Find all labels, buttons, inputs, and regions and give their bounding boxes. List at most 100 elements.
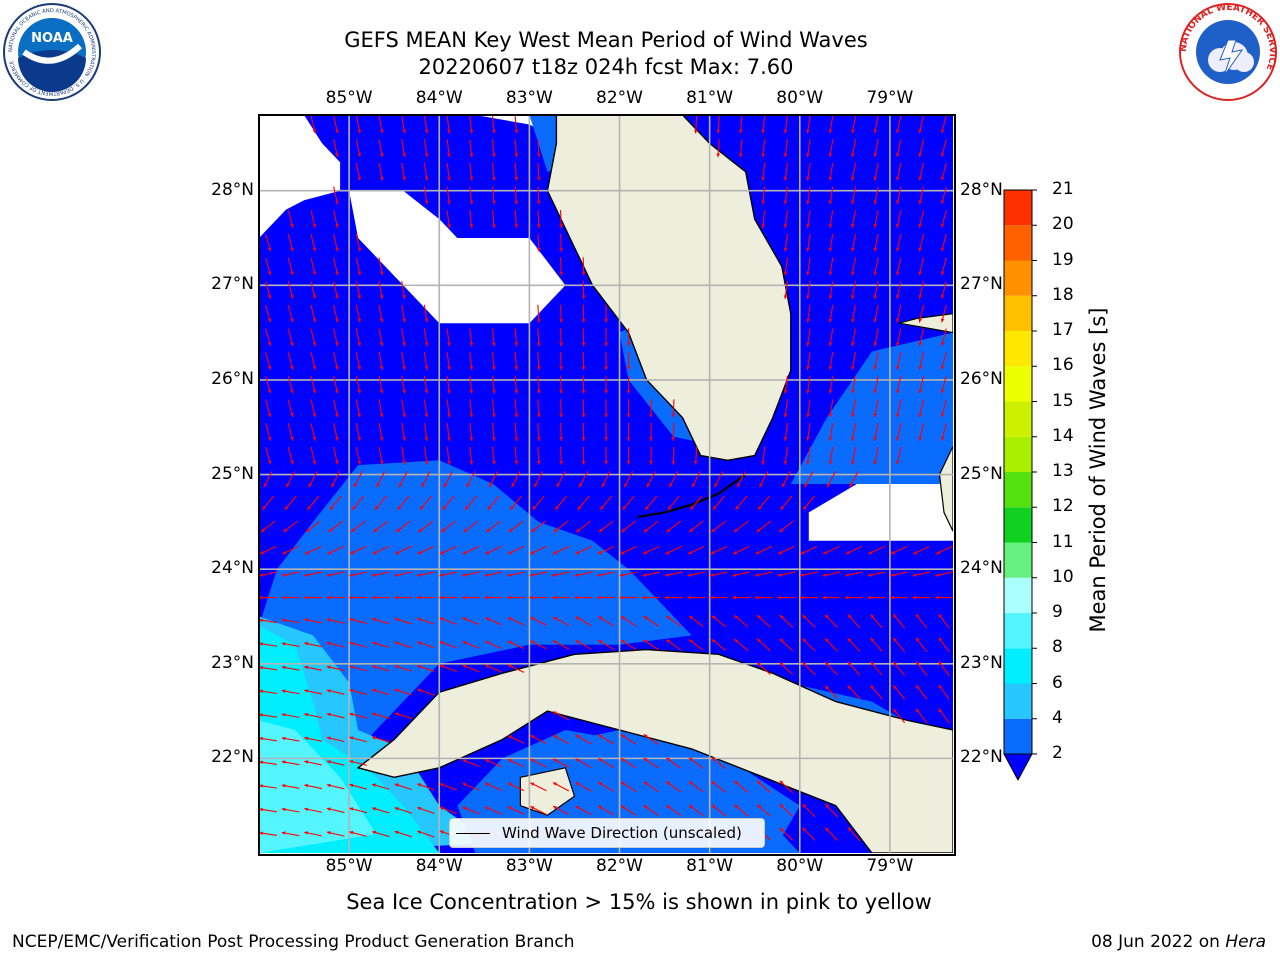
- colorbar-tick-label: 12: [1052, 496, 1074, 517]
- wave-direction-arrowhead: [379, 389, 384, 394]
- colorbar-tick-label: 2: [1052, 743, 1063, 763]
- wave-direction-arrowhead: [940, 294, 945, 299]
- wave-direction-arrowhead: [259, 689, 263, 694]
- wave-direction-arrowhead: [326, 736, 331, 740]
- wave-direction-arrowhead: [643, 616, 648, 620]
- wave-direction-arrowhead: [581, 461, 586, 465]
- wave-direction-arrowhead: [598, 528, 603, 533]
- wave-direction-arrowhead: [371, 573, 376, 577]
- wave-direction-arrowhead: [357, 342, 361, 347]
- wave-direction-arrowhead: [940, 176, 945, 181]
- wave-direction-arrowhead: [312, 318, 317, 323]
- wave-direction-arrowhead: [847, 614, 852, 619]
- wave-direction-arrowhead: [402, 129, 406, 134]
- wave-direction-arrowhead: [447, 224, 451, 228]
- legend-line-swatch: [456, 832, 490, 834]
- wave-direction-arrowhead: [402, 342, 406, 347]
- lat-label-left: 25°N: [211, 463, 254, 484]
- wave-direction-arrowhead: [734, 615, 739, 620]
- wave-direction-arrowhead: [896, 247, 900, 252]
- wave-direction-arrowhead: [312, 294, 317, 299]
- wave-direction-arrowhead: [304, 595, 308, 600]
- wave-direction-arrowhead: [259, 665, 263, 670]
- wave-direction-arrowhead: [918, 389, 922, 394]
- wave-direction-arrowhead: [851, 413, 855, 418]
- wave-direction-arrowhead: [867, 595, 871, 600]
- wave-direction-arrowhead: [851, 389, 855, 394]
- wave-direction-arrowhead: [402, 437, 406, 441]
- wave-direction-arrowhead: [940, 271, 945, 276]
- wave-direction-arrowhead: [312, 223, 317, 228]
- wave-direction-arrowhead: [828, 176, 833, 181]
- wave-direction-arrowhead: [694, 460, 698, 465]
- wave-direction-arrowhead: [671, 461, 676, 465]
- colorbar-bin: [1004, 542, 1032, 578]
- wave-direction-arrowhead: [734, 639, 739, 643]
- wave-direction-arrowhead: [940, 152, 945, 157]
- wave-direction-arrowhead: [418, 528, 423, 533]
- wave-direction-arrowhead: [915, 685, 920, 689]
- wave-direction-arrowhead: [282, 550, 287, 555]
- no-data-region-3: [376, 115, 566, 144]
- wave-direction-arrowhead: [825, 803, 829, 808]
- wave-direction-arrowhead: [779, 528, 784, 533]
- wave-direction-arrowhead: [304, 550, 309, 555]
- wave-direction-arrowhead: [806, 366, 810, 370]
- wave-direction-arrowhead: [802, 614, 807, 619]
- lon-label-bottom: 84°W: [415, 856, 463, 876]
- wave-direction-arrowhead: [828, 200, 833, 205]
- wave-direction-arrowhead: [462, 573, 466, 577]
- wave-direction-arrowhead: [514, 153, 519, 158]
- wave-direction-arrowhead: [643, 805, 648, 809]
- wave-direction-arrowhead: [551, 595, 556, 600]
- lon-label-bottom: 79°W: [866, 856, 914, 876]
- wave-direction-arrowhead: [335, 200, 339, 205]
- wave-direction-arrowhead: [689, 781, 693, 785]
- colorbar-tick-label: 11: [1052, 531, 1074, 552]
- wave-direction-arrowhead: [918, 413, 922, 418]
- wave-direction-arrowhead: [394, 641, 399, 645]
- wave-direction-arrowhead: [267, 318, 272, 323]
- wave-direction-arrowhead: [439, 595, 443, 600]
- wave-direction-arrowhead: [918, 176, 922, 181]
- lon-label-top: 80°W: [776, 88, 824, 108]
- colorbar-bin: [1004, 366, 1032, 402]
- wave-direction-arrowhead: [290, 460, 294, 465]
- wave-direction-arrowhead: [688, 550, 692, 555]
- wave-direction-arrowhead: [335, 129, 339, 134]
- colorbar-tick-label: 6: [1052, 672, 1063, 693]
- wave-direction-arrowhead: [492, 460, 496, 465]
- wave-direction-arrowhead: [417, 783, 422, 787]
- wave-direction-arrowhead: [575, 550, 580, 555]
- wave-direction-arrowhead: [394, 665, 399, 669]
- wave-direction-arrowhead: [619, 573, 624, 577]
- wave-direction-arrowhead: [779, 662, 784, 667]
- wave-direction-arrowhead: [806, 295, 810, 299]
- wave-direction-arrowhead: [335, 153, 339, 157]
- lat-label-left: 28°N: [211, 179, 254, 200]
- wave-direction-arrowhead: [873, 460, 878, 465]
- wave-direction-arrowhead: [779, 827, 784, 832]
- wave-direction-arrowhead: [806, 389, 810, 394]
- wave-direction-arrowhead: [357, 295, 361, 299]
- wave-direction-arrowhead: [394, 830, 399, 835]
- wave-direction-arrowhead: [469, 413, 474, 418]
- wave-direction-arrowhead: [598, 734, 603, 739]
- wave-direction-arrowhead: [379, 366, 384, 370]
- wave-direction-arrowhead: [354, 483, 358, 488]
- wave-direction-arrowhead: [666, 805, 671, 809]
- wave-direction-arrowhead: [778, 550, 783, 555]
- period-band-2-4-1: [259, 460, 692, 749]
- wave-direction-arrowhead: [783, 153, 788, 157]
- wave-direction-arrowhead: [357, 436, 361, 441]
- wave-direction-arrowhead: [918, 294, 922, 299]
- wave-direction-arrowhead: [349, 736, 354, 740]
- wave-direction-arrowhead: [577, 505, 582, 510]
- wave-direction-arrowhead: [372, 665, 376, 669]
- wave-direction-arrowhead: [851, 342, 855, 347]
- lon-label-top: 83°W: [505, 88, 553, 108]
- wave-direction-arrowhead: [806, 413, 810, 418]
- wave-direction-arrowhead: [304, 736, 309, 741]
- wave-direction-arrowhead: [873, 366, 878, 370]
- wave-direction-arrowhead: [761, 129, 765, 134]
